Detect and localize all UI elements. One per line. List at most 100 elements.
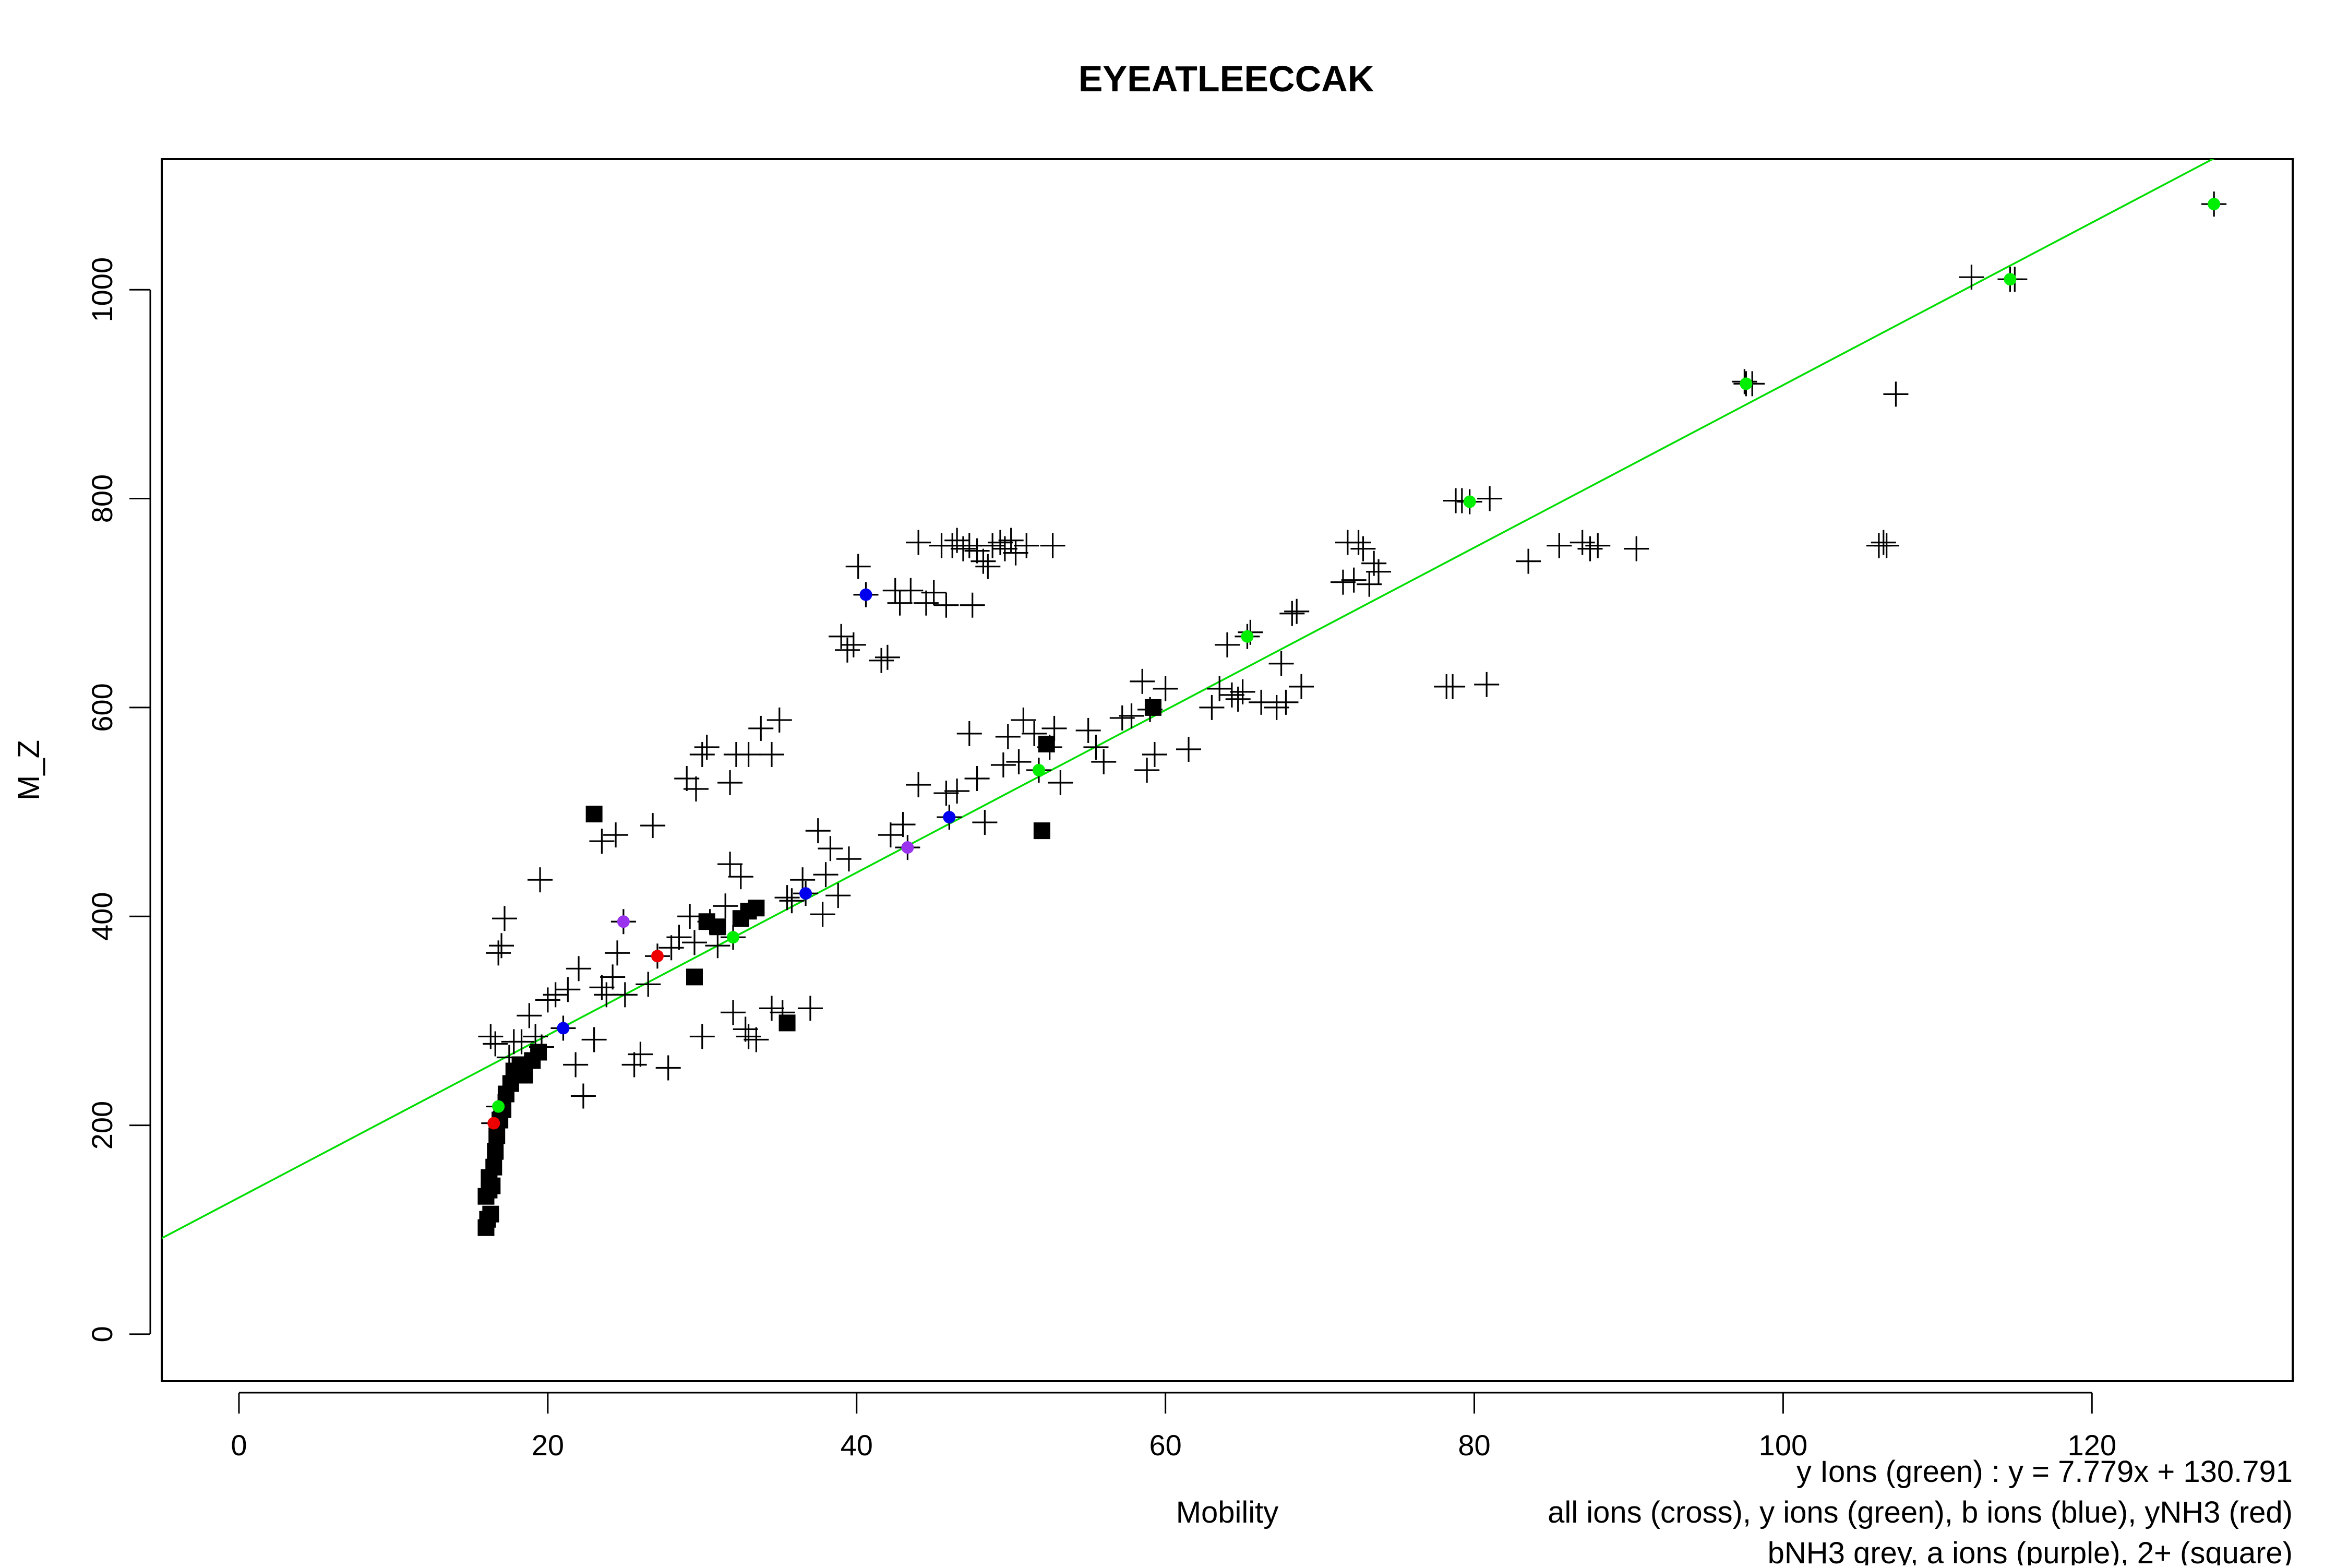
cross-marker [589,975,615,1000]
cross-marker [1474,672,1500,697]
cross-marker [1011,707,1036,733]
cross-marker [834,637,860,663]
cross-marker [1022,721,1047,746]
double-charge-square [488,1127,506,1144]
cross-marker [944,779,970,804]
ion-dot [1241,630,1254,643]
cross-marker [563,1052,589,1078]
cross-marker [1883,381,1909,407]
ion-marker [610,909,636,935]
cross-marker [1119,703,1144,728]
cross-marker [717,852,743,877]
double-charge-square [748,900,765,917]
cross-marker [1357,571,1382,597]
cross-marker [744,1027,769,1052]
cross-marker [1284,599,1310,624]
cross-marker [956,721,982,746]
cross-marker [1219,682,1244,708]
cross-marker [694,734,720,760]
cross-marker [1264,695,1289,720]
legend-note-line-2: bNH3 grey, a ions (purple), 2+ (square) [1768,1536,2293,1565]
cross-marker [655,1055,681,1081]
cross-marker [921,580,947,605]
cross-marker [1341,567,1367,593]
ion-marker [937,805,962,830]
cross-marker [1207,676,1232,701]
cross-marker [1350,536,1376,561]
cross-marker [478,1024,504,1049]
cross-marker [1176,736,1202,762]
cross-marker [1624,536,1649,561]
fit-line-group [162,159,2215,1239]
cross-marker [1109,705,1135,731]
cross-marker [890,812,916,837]
cross-marker [736,1024,761,1049]
cross-marker [956,533,982,558]
cross-marker [845,554,871,579]
cross-marker [1570,530,1595,555]
cross-marker [489,933,514,959]
cross-marker [1003,540,1028,566]
cross-marker [779,888,805,914]
cross-marker [1048,770,1073,796]
cross-marker [1075,717,1101,743]
ion-dot [1740,377,1753,390]
cross-marker [998,528,1024,553]
cross-marker [774,885,800,911]
cross-marker [689,1024,715,1049]
double-charge-square [1033,822,1050,840]
ion-marker [486,1094,511,1119]
cross-marker [636,972,661,997]
cross-marker [748,715,774,741]
fit-line [162,159,2215,1239]
x-tick-label: 60 [1149,1429,1181,1462]
cross-marker [612,982,638,1008]
cross-marker [1440,674,1466,699]
cross-marker [898,578,924,603]
cross-marker [906,530,931,555]
ion-marker [1235,624,1260,649]
cross-marker [1142,741,1167,767]
double-charge-square [516,1067,533,1084]
cross-marker [841,632,866,657]
x-tick-label: 120 [2068,1429,2116,1462]
cross-marker [995,724,1021,749]
cross-marker [887,590,913,616]
cross-marker [492,906,517,931]
double-charge-square [1144,699,1161,716]
cross-marker [1273,689,1299,715]
cross-marker [1477,486,1503,511]
cross-marker [975,554,1001,579]
cross-marker [1330,569,1356,595]
ion-marker [550,1015,576,1041]
cross-marker [805,818,831,844]
ion-dot [726,931,739,944]
cross-marker [589,829,615,854]
cross-marker [603,822,629,848]
double-charge-square [485,1158,502,1176]
cross-marker [1215,632,1240,657]
ion-dot [1463,495,1476,508]
plot-frame [161,158,2294,1382]
cross-marker [1134,758,1160,783]
ion-marker [2201,191,2227,217]
cross-marker [713,893,738,919]
double-charge-square [585,806,603,823]
cross-marker [1871,530,1896,555]
cross-marker [677,904,703,929]
ion-dot [487,1117,500,1130]
y-tick-label: 600 [86,683,118,732]
cross-marker [543,982,568,1008]
double-charge-square [778,1014,796,1032]
cross-marker [1959,265,1984,290]
ion-dot [492,1100,505,1113]
cross-marker [689,741,715,767]
ion-marker [1457,489,1482,514]
cross-marker [1516,548,1541,574]
double-charge-square [482,1205,499,1223]
cross-marker [1083,734,1109,760]
x-tick-label: 0 [231,1429,247,1462]
ion-dot [859,588,872,601]
cross-marker [933,592,959,618]
